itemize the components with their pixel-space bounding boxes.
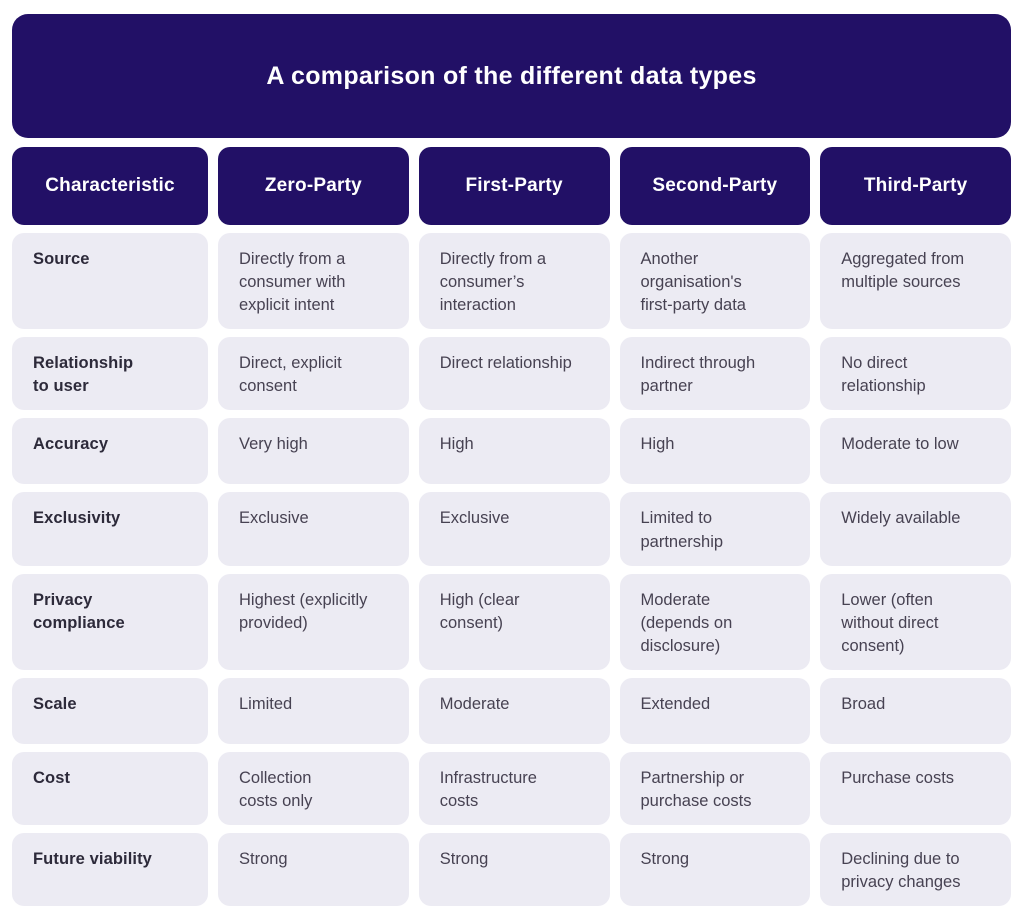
table-cell: Strong [218,833,409,906]
row-label-scale: Scale [12,677,208,744]
table-cell: Collection costs only [218,751,409,826]
table-cell: Purchase costs [820,751,1011,826]
row-label-source: Source [12,233,208,330]
table-cell: Another organisation's first-party data [619,233,811,330]
title-banner: A comparison of the different data types [12,14,1011,138]
table-cell: No direct relationship [820,337,1011,411]
table-cell: Direct relationship [418,337,610,411]
column-header-third-party: Third-Party [820,147,1011,225]
column-header-zero-party: Zero-Party [218,147,409,225]
table-cell: Aggregated from multiple sources [820,233,1011,330]
column-header-first-party: First-Party [418,147,610,225]
table-cell: Widely available [820,492,1011,566]
row-label-accuracy: Accuracy [12,418,208,485]
table-cell: Limited [218,677,409,744]
row-label-exclusivity: Exclusivity [12,492,208,566]
table-cell: Moderate [418,677,610,744]
row-label-relationship-to-user: Relationship to user [12,337,208,411]
table-cell: Exclusive [218,492,409,566]
table-cell: Directly from a consumer’s interaction [418,233,610,330]
table-cell: Highest (explicitly provided) [218,573,409,670]
page-title: A comparison of the different data types [266,61,757,90]
comparison-table: Characteristic Zero-Party First-Party Se… [12,147,1011,906]
table-cell: Moderate to low [820,418,1011,485]
table-cell: Limited to partnership [619,492,811,566]
table-cell: Moderate (depends on disclosure) [619,573,811,670]
table-cell: High (clear consent) [418,573,610,670]
table-cell: Infrastructure costs [418,751,610,826]
table-cell: Lower (often without direct consent) [820,573,1011,670]
table-cell: Indirect through partner [619,337,811,411]
row-label-cost: Cost [12,751,208,826]
table-cell: Direct, explicit consent [218,337,409,411]
table-cell: Partnership or purchase costs [619,751,811,826]
row-label-privacy-compliance: Privacy compliance [12,573,208,670]
table-cell: Directly from a consumer with explicit i… [218,233,409,330]
table-cell: Very high [218,418,409,485]
table-cell: High [418,418,610,485]
table-cell: Declining due to privacy changes [820,833,1011,906]
row-label-future-viability: Future viability [12,833,208,906]
table-cell: Strong [619,833,811,906]
table-cell: Strong [418,833,610,906]
table-cell: High [619,418,811,485]
column-header-second-party: Second-Party [619,147,811,225]
table-cell: Exclusive [418,492,610,566]
column-header-characteristic: Characteristic [12,147,208,225]
table-cell: Extended [619,677,811,744]
table-cell: Broad [820,677,1011,744]
